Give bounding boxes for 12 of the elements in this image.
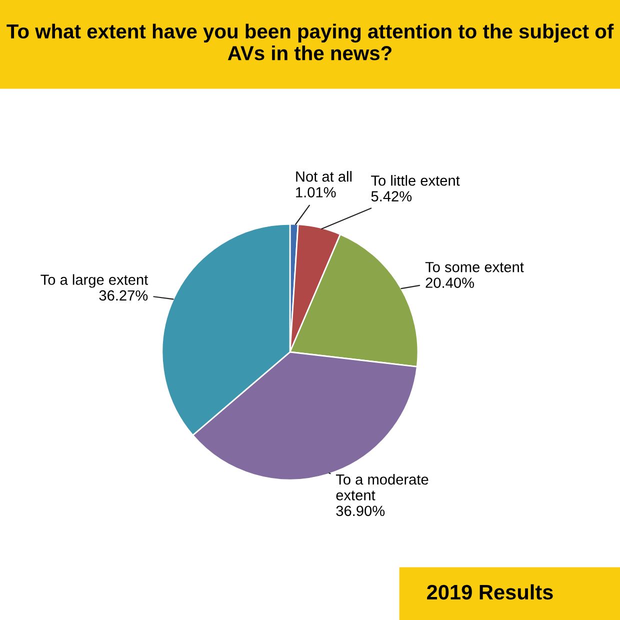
- slice-label: To a moderate extent: [336, 474, 428, 500]
- slice-label: To little extent: [371, 175, 460, 186]
- slice-label: To some extent: [425, 262, 524, 272]
- slice-label: To a large extent: [40, 274, 148, 288]
- data-label: 36.27%: [99, 290, 148, 301]
- data-label: 36.90%: [336, 506, 385, 516]
- data-label: 1.01%: [296, 187, 336, 198]
- text: 2019 Results: [427, 584, 553, 600]
- data-label: 5.42%: [371, 191, 412, 202]
- slice-label: Not at all: [296, 171, 352, 182]
- data-label: 20.40%: [426, 278, 474, 288]
- chart-title: To what extent have you been paying attention to the subject of AVs in the news?: [6, 24, 614, 60]
